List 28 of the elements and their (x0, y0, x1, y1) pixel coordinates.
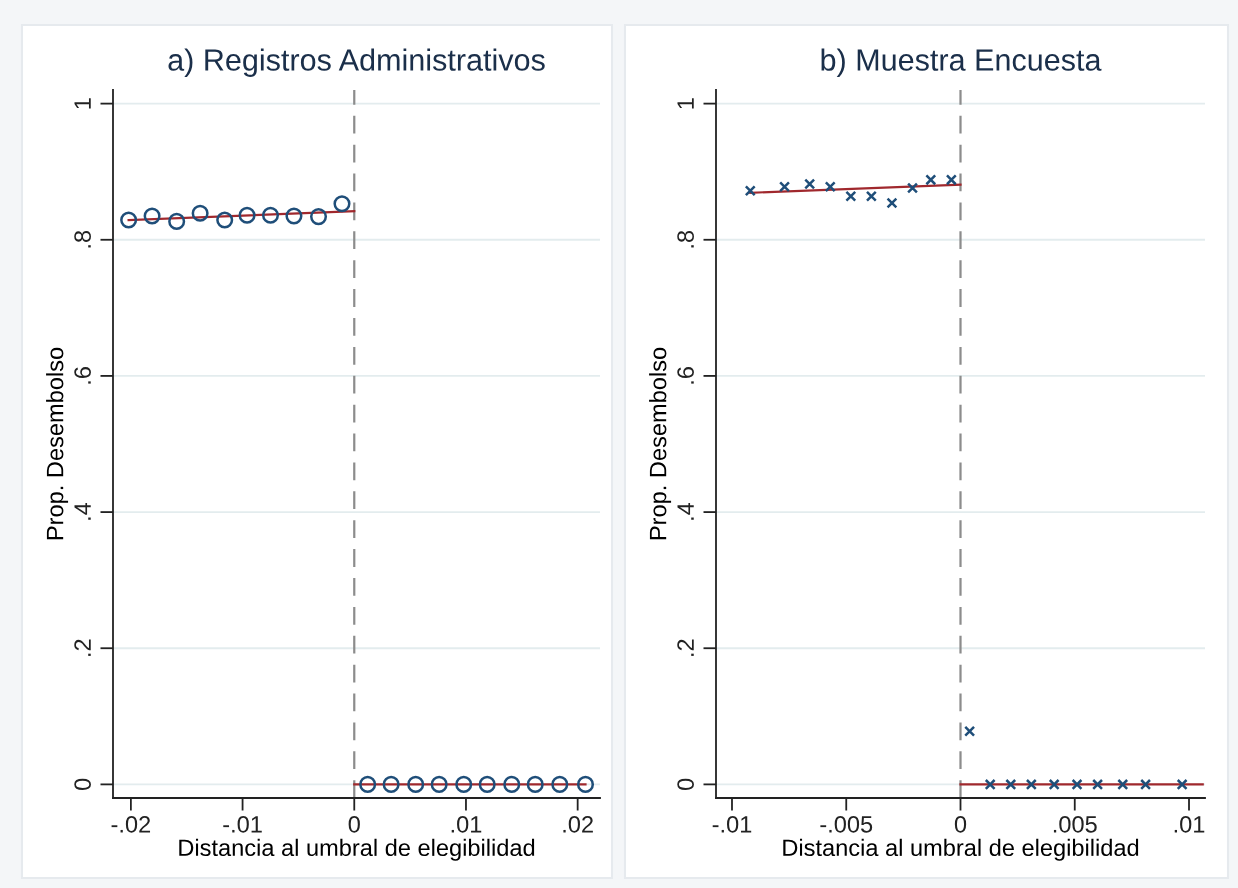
y-tick-label: 1 (677, 98, 694, 109)
x-tick-label: -.01 (712, 815, 752, 833)
y-axis-title: Prop. Desembolso (649, 347, 672, 540)
x-tick-label: 0 (954, 815, 967, 833)
x-tick-label: 0 (348, 815, 360, 833)
x-tick-label: .01 (451, 815, 482, 833)
y-tick-label: 1 (74, 98, 91, 109)
y-tick-label: .8 (74, 230, 91, 248)
x-axis-title: Distancia al umbral de elegibilidad (783, 838, 1139, 861)
y-axis-title: Prop. Desembolso (46, 347, 69, 540)
x-tick-label: .01 (1174, 815, 1205, 833)
x-tick-label: -.02 (111, 815, 151, 833)
y-tick-label: .8 (677, 230, 694, 248)
y-tick-label: .4 (74, 502, 91, 520)
x-tick-label: .005 (1053, 815, 1097, 833)
chart-title: b) Muestra Encuesta (821, 48, 1102, 77)
chart-title: a) Registros Administrativos (168, 48, 545, 77)
y-tick-label: .6 (74, 367, 91, 384)
y-tick-label: .2 (677, 639, 694, 656)
y-tick-label: 0 (677, 778, 694, 791)
x-tick-label: -.005 (820, 815, 873, 833)
x-tick-label: .02 (563, 815, 593, 833)
x-tick-label: -.01 (223, 815, 262, 833)
x-axis-title: Distancia al umbral de elegibilidad (179, 838, 535, 861)
y-tick-label: .4 (677, 502, 694, 520)
y-tick-label: .6 (677, 367, 694, 384)
y-tick-label: .2 (74, 639, 91, 656)
y-tick-label: 0 (74, 778, 91, 791)
